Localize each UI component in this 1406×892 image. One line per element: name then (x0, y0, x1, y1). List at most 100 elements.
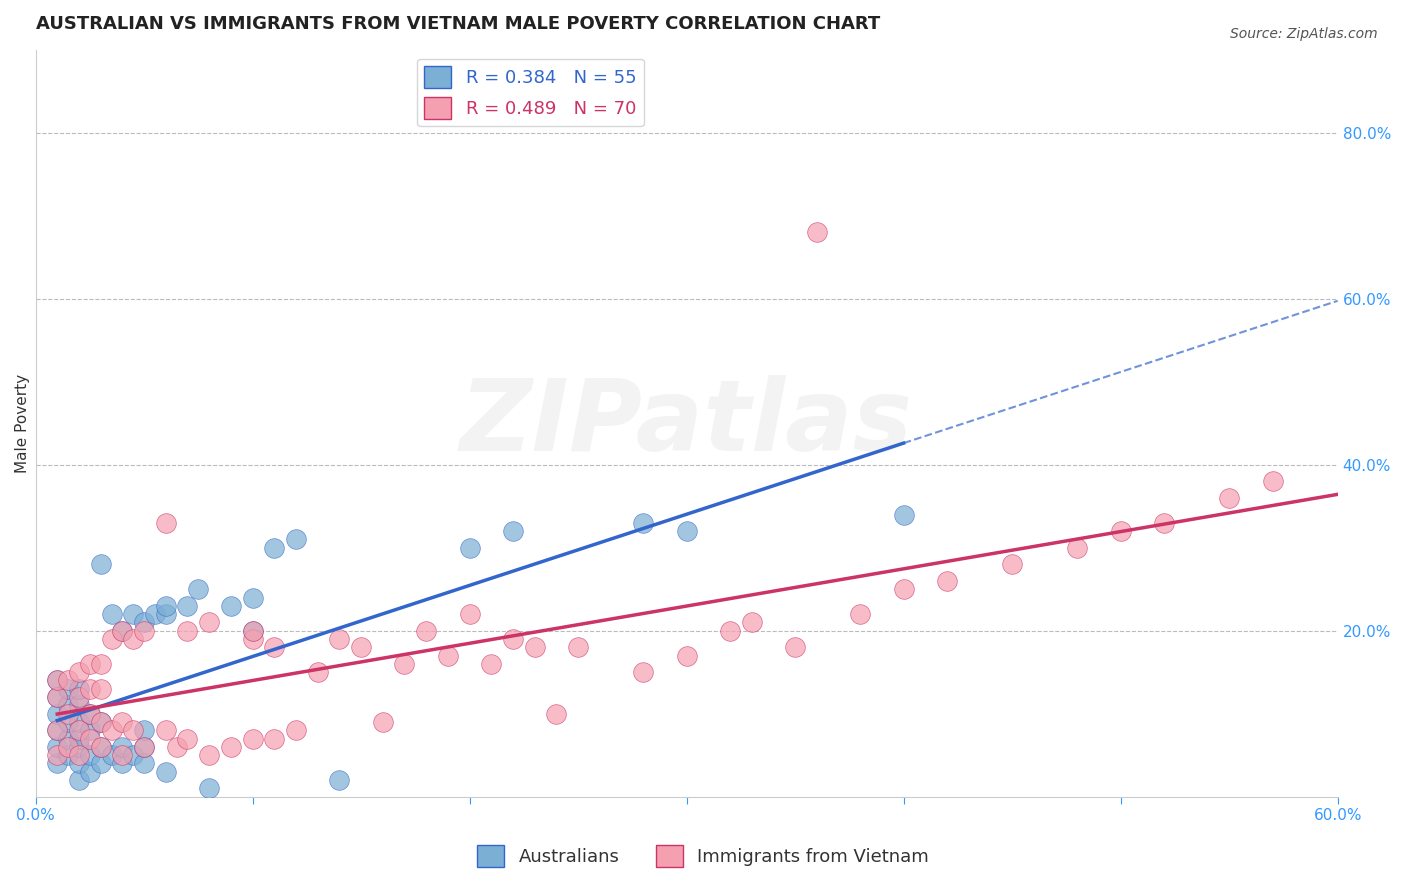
Point (242, 624, 264, 638)
Point (1066, 541, 1088, 555)
Point (56, 706, 79, 721)
Point (631, 665, 654, 680)
Point (219, 599, 242, 613)
Point (46, 673, 69, 688)
Point (437, 648, 460, 663)
Point (155, 723, 177, 738)
Point (132, 723, 155, 738)
Point (155, 599, 177, 613)
Point (263, 541, 285, 555)
Point (198, 615, 221, 630)
Point (56, 731, 79, 746)
Text: AUSTRALIAN VS IMMIGRANTS FROM VIETNAM MALE POVERTY CORRELATION CHART: AUSTRALIAN VS IMMIGRANTS FROM VIETNAM MA… (35, 15, 880, 33)
Point (67, 756, 90, 771)
Point (132, 756, 155, 771)
Point (67, 665, 90, 680)
Point (198, 781, 221, 796)
Point (741, 615, 763, 630)
Point (122, 607, 145, 621)
Point (111, 756, 134, 771)
Point (718, 624, 741, 638)
Point (111, 624, 134, 638)
Point (285, 723, 308, 738)
Point (46, 706, 69, 721)
Point (67, 714, 90, 729)
Point (502, 632, 524, 646)
Point (67, 773, 90, 788)
Point (155, 516, 177, 530)
Point (46, 723, 69, 738)
Point (242, 624, 264, 638)
Point (458, 541, 481, 555)
Point (132, 739, 155, 754)
Point (285, 533, 308, 547)
Point (90, 681, 112, 696)
Point (242, 591, 264, 605)
Point (111, 714, 134, 729)
Point (79, 706, 101, 721)
Point (219, 739, 242, 754)
Point (415, 624, 437, 638)
Point (176, 731, 198, 746)
Point (56, 673, 79, 688)
Point (90, 739, 112, 754)
Point (523, 640, 546, 655)
Point (166, 739, 188, 754)
Point (1109, 524, 1132, 538)
Point (567, 640, 589, 655)
Point (46, 748, 69, 763)
Point (350, 640, 373, 655)
Point (307, 665, 329, 680)
Point (132, 615, 155, 630)
Point (502, 524, 524, 538)
Point (1218, 491, 1240, 505)
Point (46, 690, 69, 704)
Point (100, 723, 122, 738)
Point (1261, 475, 1284, 489)
Point (263, 640, 285, 655)
Point (849, 607, 872, 621)
Point (546, 706, 568, 721)
Point (132, 624, 155, 638)
Point (394, 657, 416, 671)
Point (675, 648, 697, 663)
Legend: R = 0.384   N = 55, R = 0.489   N = 70: R = 0.384 N = 55, R = 0.489 N = 70 (418, 59, 644, 127)
Point (79, 723, 101, 738)
Point (79, 748, 101, 763)
Point (806, 226, 828, 240)
Point (631, 516, 654, 530)
Point (56, 739, 79, 754)
Point (122, 748, 145, 763)
Point (56, 748, 79, 763)
Point (111, 624, 134, 638)
Point (67, 690, 90, 704)
Point (155, 607, 177, 621)
Text: ZIPatlas: ZIPatlas (460, 375, 912, 472)
Point (242, 632, 264, 646)
Point (67, 731, 90, 746)
Point (90, 756, 112, 771)
Point (56, 698, 79, 713)
Legend: Australians, Immigrants from Vietnam: Australians, Immigrants from Vietnam (470, 838, 936, 874)
Point (67, 681, 90, 696)
Point (1153, 516, 1175, 530)
Point (67, 748, 90, 763)
Point (67, 723, 90, 738)
Point (67, 698, 90, 713)
Point (328, 632, 350, 646)
Point (100, 748, 122, 763)
Point (187, 582, 209, 597)
Point (176, 624, 198, 638)
Point (936, 574, 959, 588)
Point (90, 739, 112, 754)
Point (79, 681, 101, 696)
Point (1001, 558, 1024, 572)
Point (479, 657, 502, 671)
Point (198, 748, 221, 763)
Point (122, 632, 145, 646)
Point (893, 508, 915, 522)
Point (79, 764, 101, 779)
Point (176, 599, 198, 613)
Point (458, 607, 481, 621)
Point (56, 714, 79, 729)
